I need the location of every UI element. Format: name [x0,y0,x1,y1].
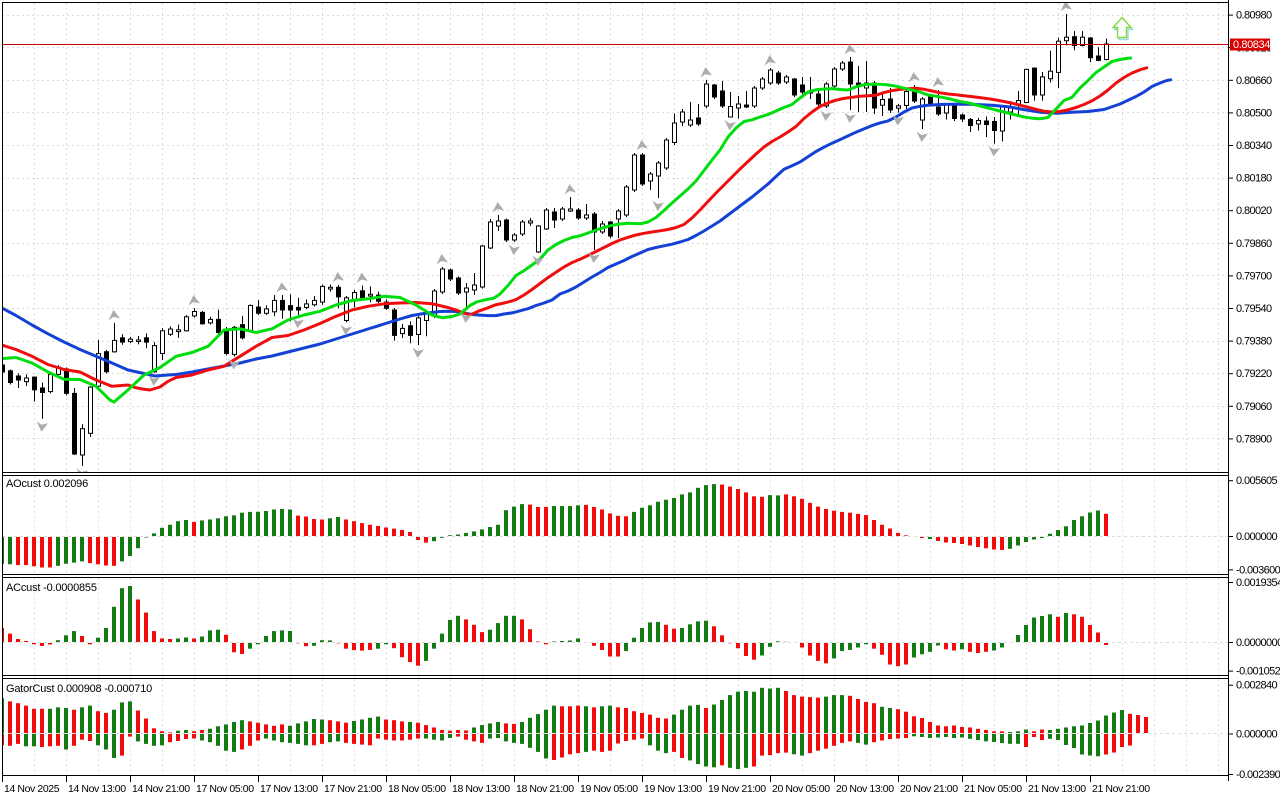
svg-text:20 Nov 21:00: 20 Nov 21:00 [900,783,958,795]
svg-text:21 Nov 05:00: 21 Nov 05:00 [964,783,1022,795]
svg-text:0.80834: 0.80834 [1233,39,1270,51]
svg-text:18 Nov 05:00: 18 Nov 05:00 [388,783,446,795]
svg-text:-0.0010523: -0.0010523 [1236,666,1280,678]
svg-text:ACcust -0.0000855: ACcust -0.0000855 [6,582,97,594]
svg-text:17 Nov 05:00: 17 Nov 05:00 [196,783,254,795]
svg-text:20 Nov 13:00: 20 Nov 13:00 [836,783,894,795]
svg-text:0.79060: 0.79060 [1236,401,1272,413]
svg-text:0.000000: 0.000000 [1236,531,1278,543]
svg-text:17 Nov 13:00: 17 Nov 13:00 [260,783,318,795]
svg-text:0.79220: 0.79220 [1236,368,1272,380]
svg-text:GatorCust 0.000908 -0.000710: GatorCust 0.000908 -0.000710 [6,683,152,695]
svg-text:0.80820: 0.80820 [1236,42,1272,54]
svg-text:21 Nov 13:00: 21 Nov 13:00 [1028,783,1086,795]
svg-text:0.78900: 0.78900 [1236,433,1272,445]
svg-text:0.005605: 0.005605 [1236,475,1278,487]
svg-text:0.79540: 0.79540 [1236,303,1272,315]
svg-text:0.000000: 0.000000 [1236,729,1278,741]
svg-text:0.79860: 0.79860 [1236,238,1272,250]
svg-text:-0.003600: -0.003600 [1236,564,1280,576]
svg-text:0.79380: 0.79380 [1236,336,1272,348]
svg-text:0.002840: 0.002840 [1236,680,1278,692]
svg-text:19 Nov 05:00: 19 Nov 05:00 [580,783,638,795]
svg-text:0.80500: 0.80500 [1236,107,1272,119]
svg-text:0.80020: 0.80020 [1236,205,1272,217]
svg-text:18 Nov 21:00: 18 Nov 21:00 [516,783,574,795]
svg-text:21 Nov 21:00: 21 Nov 21:00 [1092,783,1150,795]
svg-text:20 Nov 05:00: 20 Nov 05:00 [772,783,830,795]
svg-text:14 Nov 21:00: 14 Nov 21:00 [132,783,190,795]
svg-text:0.80660: 0.80660 [1236,75,1272,87]
svg-text:0.79700: 0.79700 [1236,270,1272,282]
svg-text:0.0000000: 0.0000000 [1236,637,1280,649]
svg-text:19 Nov 21:00: 19 Nov 21:00 [708,783,766,795]
svg-text:AOcust 0.002096: AOcust 0.002096 [6,478,88,490]
svg-text:0.0019354: 0.0019354 [1236,577,1280,589]
svg-text:17 Nov 21:00: 17 Nov 21:00 [324,783,382,795]
svg-text:0.80980: 0.80980 [1236,10,1272,22]
svg-text:19 Nov 13:00: 19 Nov 13:00 [644,783,702,795]
svg-text:0.80180: 0.80180 [1236,173,1272,185]
svg-text:0.80340: 0.80340 [1236,140,1272,152]
svg-text:-0.002390: -0.002390 [1236,769,1280,781]
svg-text:14 Nov 13:00: 14 Nov 13:00 [68,783,126,795]
svg-text:18 Nov 13:00: 18 Nov 13:00 [452,783,510,795]
svg-text:14 Nov 2025: 14 Nov 2025 [4,783,60,795]
